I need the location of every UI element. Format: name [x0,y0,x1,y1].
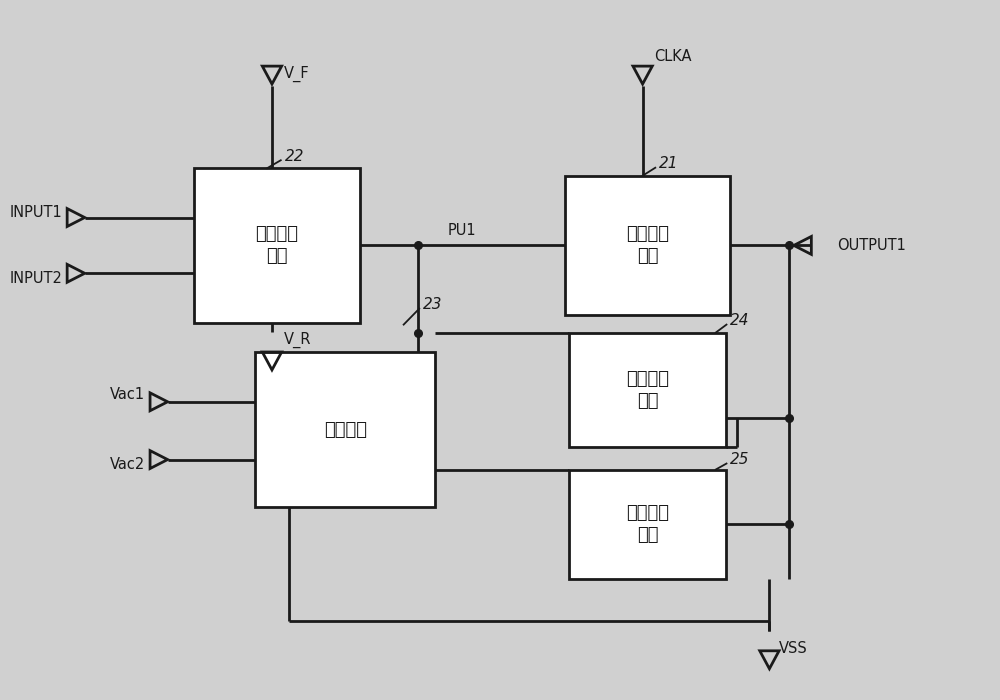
Text: 模块: 模块 [637,392,658,410]
Text: CLKA: CLKA [654,49,692,64]
Text: 22: 22 [285,149,304,164]
Text: V_F: V_F [284,66,309,82]
Text: 模块: 模块 [637,526,658,545]
Text: 24: 24 [730,313,750,328]
Text: OUTPUT1: OUTPUT1 [837,238,906,253]
Text: 21: 21 [659,156,679,172]
Text: VSS: VSS [779,641,808,657]
Text: 控制模块: 控制模块 [324,421,367,439]
Bar [194,168,360,323]
Text: 第二下拉: 第二下拉 [626,504,669,522]
Bar [255,353,435,507]
Bar [565,176,730,315]
Text: INPUT2: INPUT2 [9,271,62,286]
Text: INPUT1: INPUT1 [10,205,62,220]
Bar [569,332,726,447]
Text: PU1: PU1 [448,223,476,238]
Text: Vac1: Vac1 [110,387,145,402]
Text: 第一下拉: 第一下拉 [626,370,669,388]
Text: 模块: 模块 [266,247,288,265]
Text: 第一扫描: 第一扫描 [255,225,298,244]
Text: 25: 25 [730,452,750,467]
Text: 第一上拉: 第一上拉 [626,225,669,244]
Text: Vac2: Vac2 [110,457,145,472]
Text: 模块: 模块 [637,247,658,265]
Text: 23: 23 [423,298,443,312]
Bar [569,470,726,579]
Text: V_R: V_R [284,332,311,348]
